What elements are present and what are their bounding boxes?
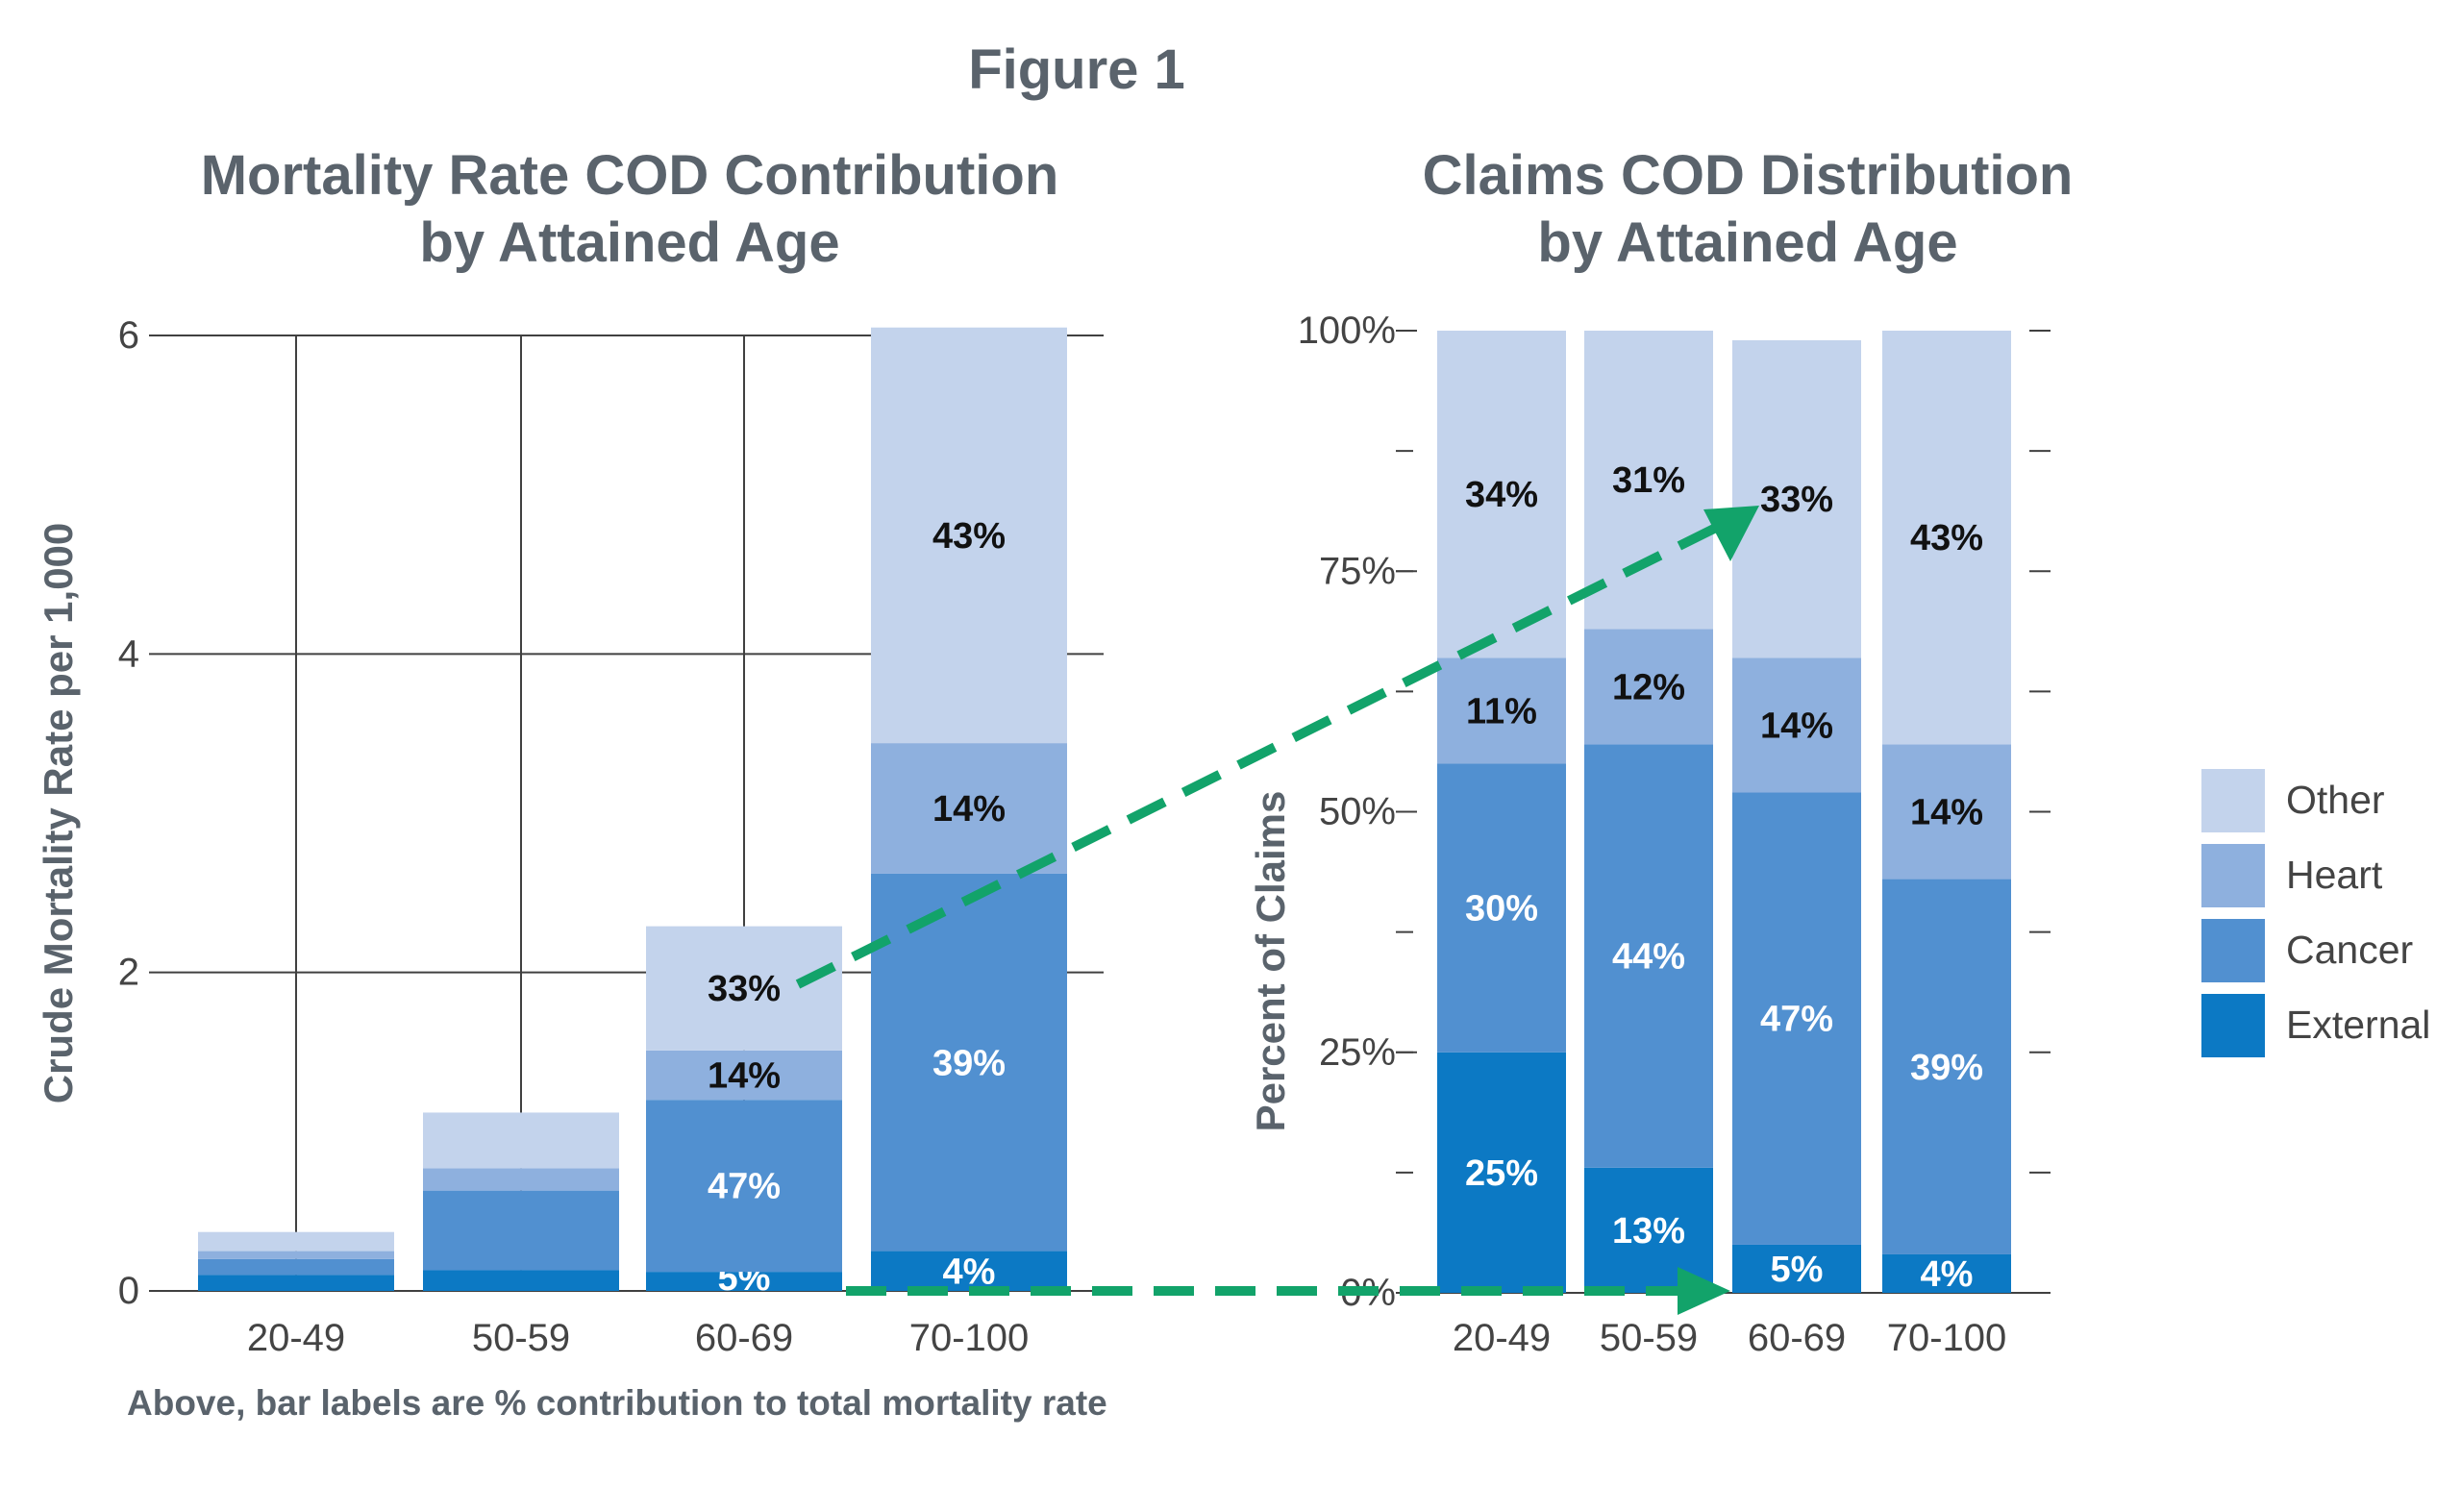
- right-bar-label-50-59-heart: 12%: [1612, 667, 1685, 707]
- left-chart-title-line-1: Mortality Rate COD Contribution: [201, 144, 1059, 207]
- right-bar-label-20-49-cancer: 30%: [1465, 889, 1538, 930]
- right-bar-70-100-heart: [1882, 744, 2011, 880]
- right-bar-label-50-59-external: 13%: [1612, 1211, 1685, 1252]
- legend-swatch-heart: [2201, 844, 2265, 907]
- right-bar-label-60-69-other: 33%: [1760, 480, 1833, 520]
- figure-title: Figure 1: [968, 38, 1185, 101]
- legend-label-external: External: [2286, 1003, 2430, 1047]
- left-y-tick-label: 4: [118, 632, 139, 675]
- right-bar-50-59-external: [1584, 1167, 1713, 1293]
- right-x-tick-label-20-49: 20-49: [1453, 1317, 1551, 1359]
- left-bar-20-49-heart: [198, 1251, 394, 1259]
- left-bar-60-69-heart: [646, 1050, 842, 1101]
- left-bar-label-60-69-cancer: 47%: [708, 1167, 781, 1207]
- left-y-tick-label: 6: [118, 314, 139, 357]
- left-bar-70-100-cancer: [871, 873, 1067, 1252]
- legend-swatch-cancer: [2201, 919, 2265, 982]
- right-bar-label-20-49-external: 25%: [1465, 1153, 1538, 1194]
- left-bar-label-60-69-heart: 14%: [708, 1056, 781, 1097]
- left-y-tick-label: 2: [118, 952, 139, 994]
- arrow-other-head: [1703, 506, 1759, 561]
- comparison-arrows: [795, 506, 1759, 1315]
- left-x-tick-label-20-49: 20-49: [247, 1317, 345, 1359]
- left-bar-20-49-other: [198, 1231, 394, 1252]
- left-x-tick-label-50-59: 50-59: [472, 1317, 570, 1359]
- left-x-tick-label-70-100: 70-100: [909, 1317, 1030, 1359]
- right-bar-label-70-100-heart: 14%: [1910, 793, 1983, 833]
- right-bar-20-49-other: [1437, 331, 1566, 658]
- right-x-tick-label-70-100: 70-100: [1887, 1317, 2007, 1359]
- right-chart: 0%25%50%75%100%25%30%11%34%20-4913%44%12…: [1248, 310, 2051, 1359]
- right-y-tick-label: 75%: [1319, 550, 1396, 592]
- left-y-axis-title: Crude Mortality Rate per 1,000: [36, 523, 81, 1104]
- legend-label-heart: Heart: [2286, 853, 2383, 897]
- left-bar-label-70-100-other: 43%: [932, 516, 1006, 557]
- right-bar-60-69-cancer: [1732, 792, 1861, 1245]
- right-bar-label-50-59-other: 31%: [1612, 460, 1685, 501]
- right-x-tick-label-50-59: 50-59: [1600, 1317, 1698, 1359]
- right-bar-60-69-external: [1732, 1244, 1861, 1293]
- legend-swatch-other: [2201, 769, 2265, 832]
- left-bar-50-59-external: [423, 1270, 619, 1291]
- right-y-tick-label: 100%: [1298, 310, 1396, 352]
- right-bar-70-100-cancer: [1882, 879, 2011, 1254]
- left-bar-50-59-other: [423, 1112, 619, 1169]
- right-bar-70-100-other: [1882, 331, 2011, 745]
- left-bar-label-70-100-cancer: 39%: [932, 1043, 1006, 1083]
- right-bar-label-20-49-other: 34%: [1465, 475, 1538, 515]
- left-bar-70-100-heart: [871, 743, 1067, 874]
- right-bar-label-60-69-cancer: 47%: [1760, 1000, 1833, 1040]
- left-bar-70-100-external: [871, 1251, 1067, 1291]
- left-bar-label-60-69-other: 33%: [708, 969, 781, 1009]
- left-x-tick-label-60-69: 60-69: [695, 1317, 793, 1359]
- left-bar-60-69-cancer: [646, 1100, 842, 1273]
- right-bar-60-69-heart: [1732, 657, 1861, 793]
- right-bar-20-49-external: [1437, 1052, 1566, 1293]
- footnote: Above, bar labels are % contribution to …: [127, 1383, 1107, 1423]
- right-bar-20-49-heart: [1437, 657, 1566, 764]
- right-bar-60-69-other: [1732, 340, 1861, 658]
- right-bar-50-59-other: [1584, 331, 1713, 630]
- left-y-tick-label: 0: [118, 1270, 139, 1312]
- right-chart-title-line-1: Claims COD Distribution: [1423, 144, 2074, 207]
- right-bar-label-60-69-external: 5%: [1771, 1250, 1824, 1290]
- right-bar-20-49-cancer: [1437, 763, 1566, 1053]
- right-bar-label-70-100-external: 4%: [1921, 1254, 1974, 1295]
- right-bar-label-70-100-other: 43%: [1910, 518, 1983, 558]
- right-bar-label-70-100-cancer: 39%: [1910, 1048, 1983, 1088]
- right-x-tick-label-60-69: 60-69: [1748, 1317, 1846, 1359]
- left-bar-label-70-100-external: 4%: [943, 1252, 996, 1292]
- left-bar-50-59-cancer: [423, 1190, 619, 1271]
- left-chart-title-line-2: by Attained Age: [419, 211, 839, 274]
- arrow-other-line: [795, 518, 1728, 989]
- legend-swatch-external: [2201, 994, 2265, 1057]
- left-bar-label-70-100-heart: 14%: [932, 789, 1006, 830]
- right-y-tick-label: 25%: [1319, 1031, 1396, 1074]
- left-bar-20-49-cancer: [198, 1258, 394, 1276]
- right-y-tick-label: 50%: [1319, 791, 1396, 833]
- right-bar-label-50-59-cancer: 44%: [1612, 937, 1685, 978]
- right-bar-50-59-cancer: [1584, 744, 1713, 1168]
- left-bar-20-49-external: [198, 1275, 394, 1291]
- right-y-axis-title: Percent of Claims: [1248, 791, 1293, 1132]
- right-bar-50-59-heart: [1584, 629, 1713, 745]
- right-bar-label-20-49-heart: 11%: [1466, 691, 1537, 731]
- left-bar-50-59-heart: [423, 1168, 619, 1191]
- legend-label-cancer: Cancer: [2286, 928, 2413, 972]
- left-bar-70-100-other: [871, 327, 1067, 744]
- right-bar-label-60-69-heart: 14%: [1760, 706, 1833, 746]
- right-chart-title-line-2: by Attained Age: [1537, 211, 1957, 274]
- right-bar-70-100-external: [1882, 1253, 2011, 1293]
- legend: Other Heart Cancer External: [2201, 769, 2430, 1057]
- left-bar-60-69-other: [646, 926, 842, 1051]
- left-bar-60-69-external: [646, 1272, 842, 1291]
- legend-label-other: Other: [2286, 778, 2385, 822]
- arrow-external-head: [1678, 1267, 1730, 1315]
